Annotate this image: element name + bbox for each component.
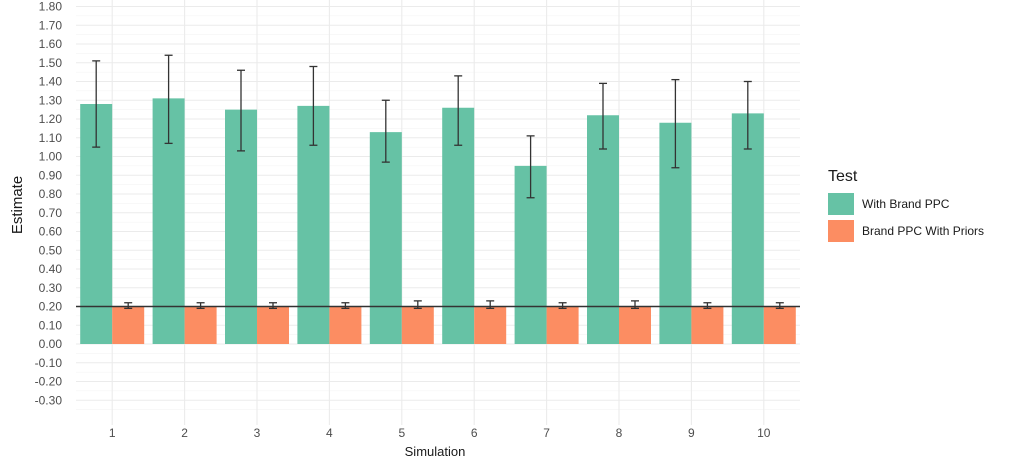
error-bar: [381, 99, 390, 163]
y-tick-label: 1.00: [39, 150, 63, 164]
error-bar: [269, 302, 277, 310]
x-tick-label: 7: [543, 426, 550, 440]
y-tick-label: 1.50: [39, 56, 63, 70]
x-tick-label: 10: [757, 426, 771, 440]
legend-label-with-brand-ppc: With Brand PPC: [862, 197, 950, 211]
error-bar: [341, 302, 350, 310]
bar-with-brand-ppc: [442, 107, 475, 344]
error-bars: [92, 54, 784, 310]
x-tick-label: 9: [688, 426, 695, 440]
y-tick-label: 0.40: [39, 262, 63, 276]
bar-brand-ppc-with-priors: [401, 306, 434, 344]
error-bar: [558, 302, 567, 310]
y-tick-label: 0.10: [39, 318, 63, 332]
x-tick-label: 4: [326, 426, 333, 440]
error-bar: [703, 302, 712, 310]
x-tick-label: 1: [109, 426, 116, 440]
error-bar: [413, 300, 422, 310]
legend: Test With Brand PPC Brand PPC With Prior…: [828, 168, 984, 242]
y-tick-label: 0.50: [39, 243, 63, 257]
error-bar: [124, 302, 133, 310]
bar-brand-ppc-with-priors: [184, 306, 217, 344]
y-tick-label: 0.70: [39, 206, 63, 220]
error-bar: [237, 69, 245, 152]
error-bar: [309, 65, 318, 146]
x-tick-label: 8: [616, 426, 623, 440]
y-tick-label: 0.00: [39, 337, 63, 351]
error-bar: [486, 300, 495, 310]
bar-brand-ppc-with-priors: [691, 306, 724, 344]
x-tick-label: 2: [181, 426, 188, 440]
x-tick-labels: 1 2 3 4 5 6 7 8 9 10: [109, 426, 771, 440]
y-tick-label: 1.70: [39, 18, 63, 32]
y-tick-label: 1.20: [39, 112, 63, 126]
error-bar: [743, 80, 752, 150]
x-tick-label: 5: [398, 426, 405, 440]
legend-title: Test: [828, 168, 858, 185]
error-bar: [631, 300, 639, 310]
bar-brand-ppc-with-priors: [329, 306, 362, 344]
bar-brand-ppc-with-priors: [474, 306, 507, 344]
y-tick-label: 0.80: [39, 187, 63, 201]
y-tick-labels: 1.80 1.70 1.60 1.50 1.40 1.30 1.20 1.10 1.00 0.90…: [35, 0, 63, 407]
error-bar: [599, 82, 607, 150]
legend-swatch-with-brand-ppc: [828, 193, 854, 215]
y-tick-label: 0.20: [39, 300, 63, 314]
y-tick-label: -0.10: [35, 356, 63, 370]
x-axis-title: Simulation: [405, 444, 466, 459]
y-tick-label: 1.10: [39, 131, 63, 145]
bar-brand-ppc-with-priors: [112, 306, 145, 344]
error-bar: [454, 75, 463, 146]
x-tick-label: 3: [254, 426, 261, 440]
y-tick-label: 0.60: [39, 225, 63, 239]
y-tick-label: 1.40: [39, 75, 63, 89]
bar-with-brand-ppc: [731, 113, 764, 344]
bar-brand-ppc-with-priors: [257, 306, 289, 344]
y-tick-label: -0.20: [35, 375, 63, 389]
error-bar: [526, 135, 535, 199]
y-tick-label: -0.30: [35, 393, 63, 407]
error-bar: [775, 302, 784, 310]
y-tick-label: 1.60: [39, 37, 63, 51]
error-bar: [671, 78, 680, 169]
y-tick-label: 1.30: [39, 93, 63, 107]
y-axis-title: Estimate: [9, 176, 26, 234]
y-tick-label: 0.30: [39, 281, 63, 295]
legend-swatch-brand-ppc-with-priors: [828, 220, 854, 242]
bar-with-brand-ppc: [369, 132, 402, 344]
error-bar: [164, 54, 173, 145]
x-tick-label: 6: [471, 426, 478, 440]
bar-brand-ppc-with-priors: [619, 306, 651, 344]
y-tick-label: 1.80: [39, 0, 63, 14]
bar-brand-ppc-with-priors: [763, 306, 796, 344]
y-tick-label: 0.90: [39, 168, 63, 182]
error-bar: [92, 60, 101, 148]
error-bar: [196, 302, 205, 310]
bar-brand-ppc-with-priors: [546, 306, 579, 344]
legend-label-brand-ppc-with-priors: Brand PPC With Priors: [862, 224, 984, 238]
